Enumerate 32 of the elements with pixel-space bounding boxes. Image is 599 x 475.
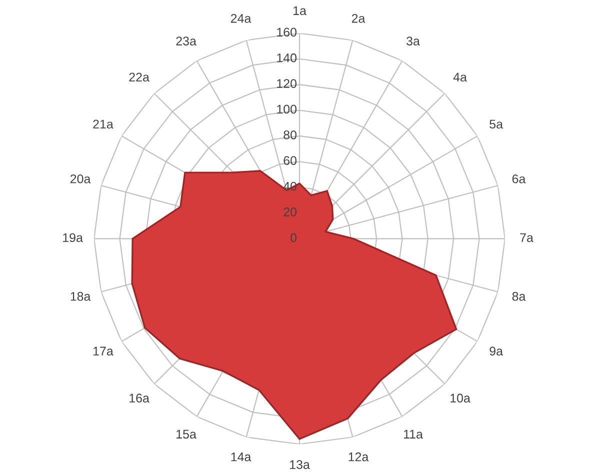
spoke-label: 11a (404, 430, 423, 439)
spoke-label: 3a (406, 36, 420, 46)
spoke-label: 1a (294, 6, 306, 16)
y-tick-label: 0 (290, 233, 297, 242)
y-tick-label: 120 (277, 79, 297, 88)
spoke-label: 5a (490, 120, 504, 129)
spoke-label: 13a (290, 460, 310, 470)
spoke-label: 18a (70, 292, 91, 301)
spoke-label: 10a (450, 394, 470, 403)
y-tick-label: 60 (284, 156, 297, 166)
spoke-label: 17a (93, 346, 114, 356)
spoke-label: 20a (70, 174, 91, 184)
y-tick-label: 20 (284, 208, 297, 216)
y-tick-label: 140 (277, 53, 297, 62)
y-tick-label: 160 (277, 28, 297, 37)
spoke-label: 8a (512, 292, 526, 301)
spoke-label: 14a (231, 452, 252, 462)
spoke-label: 4a (453, 72, 467, 82)
spoke-label: 24a (230, 14, 252, 23)
spoke-label: 15a (176, 430, 196, 439)
y-tick-label: 80 (284, 130, 297, 140)
spoke-label: 6a (512, 174, 526, 184)
spoke-label: 9a (490, 346, 504, 356)
spoke-label: 16a (130, 394, 150, 403)
spoke-label: 7a (520, 233, 534, 242)
spoke-label: 12a (348, 452, 369, 462)
spoke-label: 22a (129, 72, 150, 82)
spoke-label: 19a (63, 233, 83, 242)
spoke-label: 23a (176, 36, 196, 46)
y-tick-label: 100 (277, 104, 297, 114)
spoke-label: 2a (352, 14, 366, 23)
spoke-label: 21a (93, 120, 114, 129)
